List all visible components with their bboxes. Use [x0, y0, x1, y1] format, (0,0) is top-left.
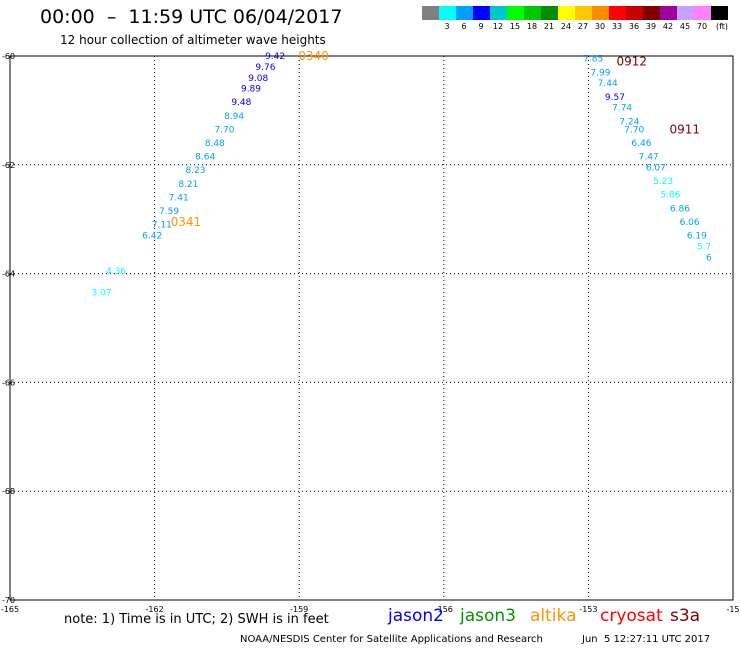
mission-cryosat: cryosat	[600, 606, 663, 626]
mission-s3a: s3a	[670, 606, 701, 626]
wave-height-point: 3.07	[92, 289, 112, 299]
wave-height-point: 6.06	[680, 218, 700, 228]
wave-height-point: 5.86	[660, 191, 680, 201]
wave-height-point: 4.36	[106, 267, 126, 277]
y-tick-label: -62	[2, 161, 15, 170]
colorbar-label: 21	[543, 22, 555, 31]
colorbar-label: 24	[560, 22, 572, 31]
colorbar-label: 36	[628, 22, 640, 31]
plot-frame	[9, 55, 734, 601]
colorbar-swatch	[439, 6, 456, 20]
wave-height-point: 6.19	[687, 232, 707, 242]
wave-height-point: 6.46	[631, 139, 651, 149]
x-tick-label: -159	[290, 605, 308, 614]
colorbar-label: 33	[611, 22, 623, 31]
wave-height-point: 9.48	[231, 98, 251, 108]
wave-height-point: 7.44	[598, 79, 618, 89]
pass-time-label: 0340	[298, 49, 329, 63]
wave-height-point: 7.85	[583, 55, 603, 65]
wave-height-point: 7.47	[639, 153, 659, 163]
colorbar-label: 12	[492, 22, 504, 31]
wave-height-point: 7.24	[619, 117, 639, 127]
pass-time-label: 0911	[670, 122, 701, 136]
colorbar-swatch	[660, 6, 677, 20]
wave-height-point: 8.21	[178, 180, 198, 190]
wave-height-point: 9.42	[265, 52, 285, 62]
colorbar-label: 45	[679, 22, 691, 31]
colorbar-swatch	[524, 6, 541, 20]
pass-time-label: 0912	[617, 54, 648, 68]
wave-height-point: 7.70	[624, 125, 644, 135]
footer-timestamp: Jun 5 12:27:11 UTC 2017	[582, 634, 711, 645]
colorbar-swatch	[643, 6, 660, 20]
y-tick-label: -66	[2, 378, 15, 387]
chart-title: 00:00 – 11:59 UTC 06/04/2017	[40, 6, 343, 28]
y-tick-label: -60	[2, 52, 15, 61]
colorbar-swatch	[541, 6, 558, 20]
colorbar-label: 18	[526, 22, 538, 31]
colorbar-swatch	[422, 6, 439, 20]
wave-height-point: 6.42	[142, 232, 162, 242]
colorbar-swatch	[473, 6, 490, 20]
wave-height-point: 6	[706, 253, 712, 263]
wave-height-point: 7.99	[590, 68, 610, 78]
colorbar-label: 9	[478, 22, 484, 31]
colorbar-swatch	[490, 6, 507, 20]
wave-height-point: 9.57	[605, 93, 625, 103]
y-tick-label: -70	[2, 596, 15, 605]
wave-height-point: 7.70	[214, 125, 234, 135]
colorbar-label: 15	[509, 22, 521, 31]
wave-height-point: 5.23	[653, 177, 673, 187]
x-tick-label: -162	[146, 605, 164, 614]
y-tick-label: -64	[2, 270, 15, 279]
colorbar-swatch	[575, 6, 592, 20]
y-tick-label: -68	[2, 487, 15, 496]
colorbar-swatch	[558, 6, 575, 20]
x-tick-label: -165	[1, 605, 19, 614]
colorbar-label: 3	[444, 22, 450, 31]
wave-height-point: 7.59	[159, 207, 179, 217]
colorbar-swatch	[677, 6, 694, 20]
footer-credit: NOAA/NESDIS Center for Satellite Applica…	[240, 634, 543, 645]
wave-height-point: 9.76	[255, 63, 275, 73]
footer-note: note: 1) Time is in UTC; 2) SWH is in fe…	[64, 612, 329, 627]
colorbar-swatch	[694, 6, 711, 20]
wave-height-point: 6.86	[670, 204, 690, 214]
x-tick-label: -15	[726, 605, 739, 614]
colorbar-label: 6	[461, 22, 467, 31]
wave-height-point: 8.48	[205, 139, 225, 149]
x-tick-label: -153	[579, 605, 597, 614]
colorbar-swatch	[456, 6, 473, 20]
wave-height-point: 8.94	[224, 112, 244, 122]
wave-height-point: 7.41	[169, 193, 189, 203]
wave-height-point: 8.64	[195, 153, 215, 163]
colorbar-label: 70	[696, 22, 708, 31]
colorbar-swatch	[507, 6, 524, 20]
wave-height-point: 9.08	[248, 74, 268, 84]
wave-height-point: 6.07	[646, 164, 666, 174]
x-tick-label: -156	[435, 605, 453, 614]
mission-jason2: jason2	[388, 606, 444, 626]
colorbar-label: 42	[662, 22, 674, 31]
colorbar-swatch	[592, 6, 609, 20]
mission-altika: altika	[530, 606, 577, 626]
wave-height-point: 5.7	[697, 242, 711, 252]
colorbar-swatch	[609, 6, 626, 20]
wave-height-point: 9.89	[241, 85, 261, 95]
colorbar-swatch	[711, 6, 728, 20]
colorbar-swatch	[626, 6, 643, 20]
wave-height-point: 8.23	[186, 166, 206, 176]
colorbar-unit: (ft)	[716, 22, 729, 31]
wave-height-point: 7.74	[612, 104, 632, 114]
pass-time-label: 0341	[171, 215, 202, 229]
chart-subtitle: 12 hour collection of altimeter wave hei…	[60, 33, 326, 47]
colorbar-label: 30	[594, 22, 606, 31]
wave-height-point: 7.11	[152, 221, 172, 231]
colorbar-label: 39	[645, 22, 657, 31]
colorbar-label: 27	[577, 22, 589, 31]
mission-jason3: jason3	[460, 606, 516, 626]
